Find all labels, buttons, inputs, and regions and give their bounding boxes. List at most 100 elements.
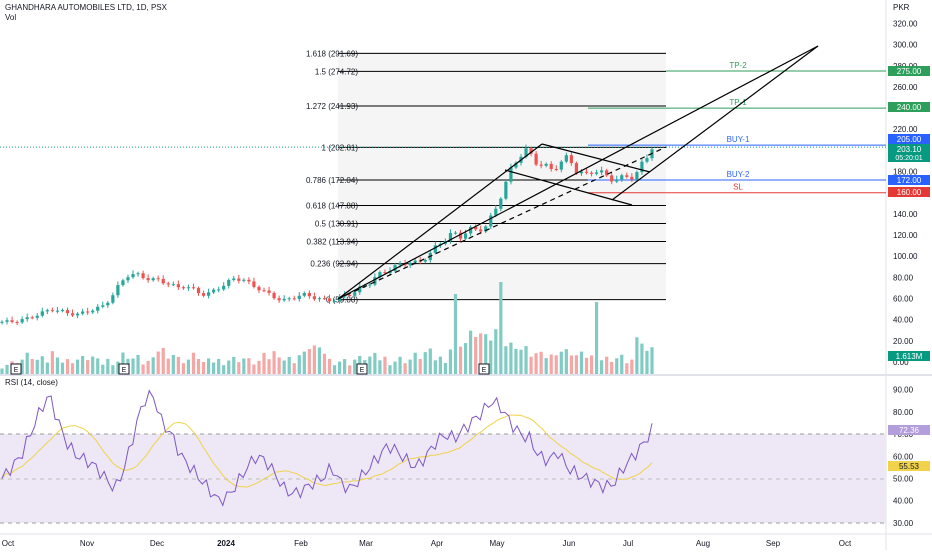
volume-bar xyxy=(463,343,468,374)
volume-bar xyxy=(337,361,342,374)
rsi-tick-label: 80.00 xyxy=(893,408,914,417)
trendlines xyxy=(337,45,819,300)
volume-bar xyxy=(418,359,422,374)
volume-bar xyxy=(539,351,543,374)
candle-body xyxy=(247,279,251,282)
rsi-tick-label: 90.00 xyxy=(893,386,914,395)
volume-bar xyxy=(378,360,382,374)
candle-body xyxy=(327,298,332,302)
volume-bar xyxy=(650,347,654,374)
candle-body xyxy=(40,311,44,316)
time-tick-label: Sep xyxy=(766,539,781,548)
candle-body xyxy=(494,208,498,216)
volume-bar xyxy=(136,354,140,374)
candle-body xyxy=(136,273,140,275)
candle-body xyxy=(232,278,236,280)
volume-bar xyxy=(222,365,226,374)
volume-bar xyxy=(141,364,145,374)
price-tick-label: 320.00 xyxy=(893,19,918,28)
candle-body xyxy=(322,298,327,300)
candle-body xyxy=(529,148,533,154)
time-tick-label: May xyxy=(489,539,504,548)
candle-body xyxy=(196,288,201,294)
volume-bar xyxy=(101,364,105,374)
fib-label: 0.5 (130.91) xyxy=(315,219,358,228)
time-tick-label: Oct xyxy=(2,539,15,548)
earnings-marker-label: E xyxy=(482,367,487,374)
volume-bar xyxy=(625,363,629,374)
candle-body xyxy=(312,296,317,300)
badge-countdown-text: 05:20:01 xyxy=(895,155,922,162)
badge-sl: 160.00 xyxy=(888,187,930,197)
volume-bar xyxy=(615,358,619,374)
volume-bar xyxy=(40,356,44,374)
candle-body xyxy=(630,176,634,180)
rsi-tick-label: 60.00 xyxy=(893,452,914,461)
badge-buy1-text: 205.00 xyxy=(897,135,922,144)
candle-body xyxy=(267,290,271,293)
fib-label: 0.382 (113.94) xyxy=(307,237,359,246)
volume-bar xyxy=(166,358,170,374)
volume-bar xyxy=(635,337,639,374)
volume-bar xyxy=(453,294,458,374)
volume-bar xyxy=(176,356,180,374)
volume-bar xyxy=(544,358,548,374)
rsi-ma-line xyxy=(1,414,653,488)
trendline xyxy=(611,45,819,201)
candle-body xyxy=(176,284,180,288)
candle-body xyxy=(30,317,34,319)
candle-body xyxy=(151,278,155,281)
time-tick-label: Dec xyxy=(150,539,164,548)
volume-bar xyxy=(317,347,322,374)
time-tick-label: Mar xyxy=(359,539,373,548)
rsi-tick-label: 50.00 xyxy=(893,475,914,484)
earnings-marker-label: E xyxy=(14,367,19,374)
candle-body xyxy=(463,233,468,239)
volume-bar xyxy=(171,355,175,374)
volume-bar xyxy=(191,352,196,374)
candle-body xyxy=(348,294,352,296)
candle-body xyxy=(302,293,306,296)
candle-body xyxy=(186,287,191,289)
volume-bar xyxy=(312,345,317,374)
earnings-marker-label: E xyxy=(360,367,365,374)
volume-bar xyxy=(327,358,332,374)
candle-body xyxy=(474,226,478,230)
candle-body xyxy=(559,161,563,170)
volume-bar xyxy=(237,362,241,374)
volume-bar xyxy=(25,352,29,374)
candle-body xyxy=(549,163,553,169)
candle-body xyxy=(50,310,54,312)
volume-bar xyxy=(212,362,216,374)
candle-body xyxy=(116,285,120,296)
candle-body xyxy=(10,320,14,322)
price-tick-label: 80.00 xyxy=(893,273,914,282)
volume-bar xyxy=(70,363,75,374)
candle-body xyxy=(191,287,196,289)
volume-bar xyxy=(206,358,211,374)
candle-body xyxy=(600,170,604,173)
price-tick-label: 120.00 xyxy=(893,231,918,240)
trendline xyxy=(541,143,651,173)
candle-body xyxy=(398,263,402,266)
badge-tp2-text: 275.00 xyxy=(897,67,922,76)
candle-body xyxy=(479,229,483,232)
volume-bar xyxy=(368,356,372,374)
fib-label: 1.5 (274.72) xyxy=(315,67,358,76)
candle-body xyxy=(635,172,639,180)
volume-bar xyxy=(161,347,165,374)
candle-body xyxy=(242,279,246,281)
target-label: TP-1 xyxy=(729,98,747,107)
volume-bar xyxy=(524,346,528,374)
candle-body xyxy=(131,274,135,278)
volume-bar xyxy=(534,353,538,374)
price-tick-label: 140.00 xyxy=(893,210,918,219)
volume-bar xyxy=(106,358,110,374)
candle-body xyxy=(605,170,609,176)
candle-body xyxy=(297,295,301,299)
volume-bar xyxy=(262,352,266,374)
volume-bar xyxy=(20,359,24,374)
candle-body xyxy=(594,172,599,174)
candle-body xyxy=(332,301,337,303)
